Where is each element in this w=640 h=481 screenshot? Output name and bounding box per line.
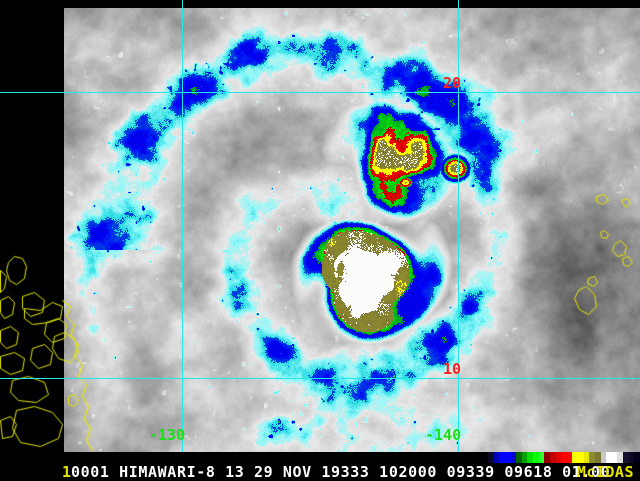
info-bar-text: 0001 HIMAWARI-8 13 29 NOV 19333 102000 0… (71, 463, 611, 481)
colorbar-swatch (538, 452, 545, 463)
colorbar-swatch (589, 452, 595, 463)
colorbar-swatch (527, 452, 533, 463)
latitude-gridline (0, 92, 640, 93)
longitude-label: -140 (425, 426, 462, 444)
colorbar-swatch (594, 452, 601, 463)
colorbar-swatch (549, 452, 556, 463)
colorbar-swatch (572, 452, 578, 463)
info-bar-prefix: 1 (62, 463, 72, 481)
colorbar-swatch (611, 452, 618, 463)
colorbar-swatch (600, 452, 607, 463)
longitude-gridline (458, 0, 459, 452)
colorbar-swatch (583, 452, 590, 463)
legend-strip: 1 0001 HIMAWARI-8 13 29 NOV 19333 102000… (0, 452, 640, 480)
colorbar-swatch (499, 452, 505, 463)
colorbar-swatch (488, 452, 494, 463)
colorbar-swatch (634, 452, 640, 463)
colorbar-swatch (555, 452, 562, 463)
colorbar-swatch (561, 452, 567, 463)
satellite-image-area[interactable]: 20 10 -130 -140 (0, 0, 640, 452)
colorbar-swatch (566, 452, 573, 463)
latitude-label: 20 (443, 74, 462, 92)
satellite-imagery-canvas[interactable] (0, 0, 640, 452)
latitude-label: 10 (443, 360, 462, 378)
colorbar-swatch (606, 452, 612, 463)
colorbar-swatch (617, 452, 623, 463)
colorbar-swatch (493, 452, 500, 463)
colorbar-swatch (516, 452, 522, 463)
ir-enhancement-colorbar (488, 452, 640, 463)
colorbar-swatch (544, 452, 550, 463)
colorbar-swatch (510, 452, 517, 463)
longitude-gridline (182, 0, 183, 452)
colorbar-swatch (533, 452, 539, 463)
colorbar-swatch (521, 452, 528, 463)
latitude-gridline (0, 378, 640, 379)
colorbar-swatch (578, 452, 584, 463)
colorbar-swatch (504, 452, 511, 463)
colorbar-swatch (623, 452, 629, 463)
colorbar-swatch (628, 452, 635, 463)
longitude-label: -130 (149, 426, 186, 444)
mcidas-brand-label: McIDAS (576, 463, 634, 481)
